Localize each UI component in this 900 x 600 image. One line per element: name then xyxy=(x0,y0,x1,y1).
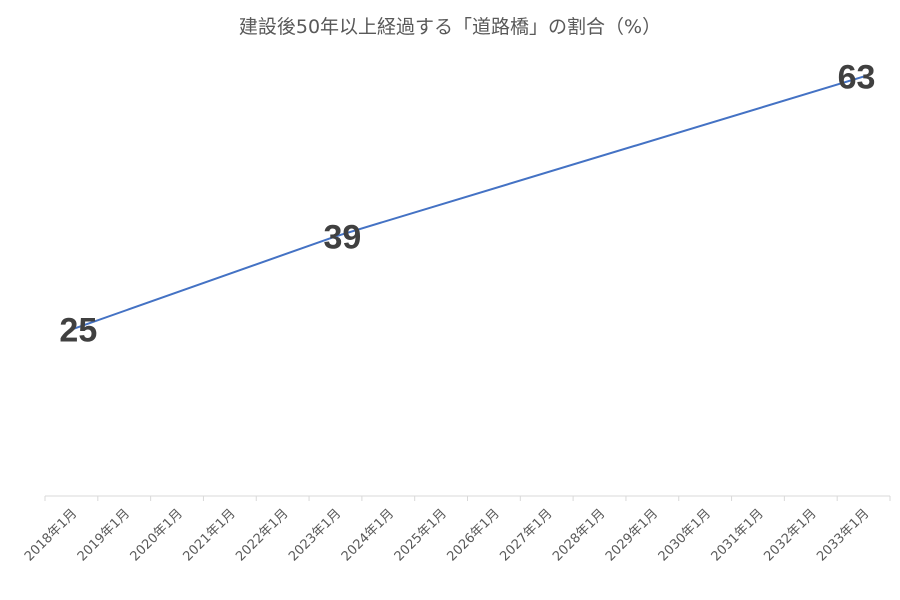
x-tick-label: 2031年1月 xyxy=(709,506,767,564)
x-tick-label: 2032年1月 xyxy=(761,506,819,564)
x-tick-label: 2023年1月 xyxy=(286,506,344,564)
data-label: 39 xyxy=(323,218,361,256)
x-tick-label: 2025年1月 xyxy=(392,506,450,564)
x-tick-label: 2033年1月 xyxy=(814,506,872,564)
series-layer xyxy=(71,75,864,331)
x-tick-label: 2030年1月 xyxy=(656,506,714,564)
chart-title: 建設後50年以上経過する「道路橋」の割合（%） xyxy=(238,16,662,38)
x-tick-label: 2024年1月 xyxy=(339,506,397,564)
x-tick-label: 2028年1月 xyxy=(550,506,608,564)
x-tick-label: 2020年1月 xyxy=(128,506,186,564)
x-axis: 2018年1月2019年1月2020年1月2021年1月2022年1月2023年… xyxy=(22,495,891,564)
x-tick-label: 2022年1月 xyxy=(233,506,291,564)
x-tick-label: 2019年1月 xyxy=(75,506,133,564)
x-tick-label: 2027年1月 xyxy=(497,506,555,564)
x-tick-label: 2026年1月 xyxy=(444,506,502,564)
x-tick-label: 2021年1月 xyxy=(180,506,238,564)
x-tick-label: 2029年1月 xyxy=(603,506,661,564)
series-line xyxy=(71,75,864,331)
data-label: 63 xyxy=(838,59,876,97)
data-label-layer: 25 39 63 xyxy=(59,59,875,350)
x-tick-label: 2018年1月 xyxy=(22,506,80,564)
data-label: 25 xyxy=(59,312,97,350)
